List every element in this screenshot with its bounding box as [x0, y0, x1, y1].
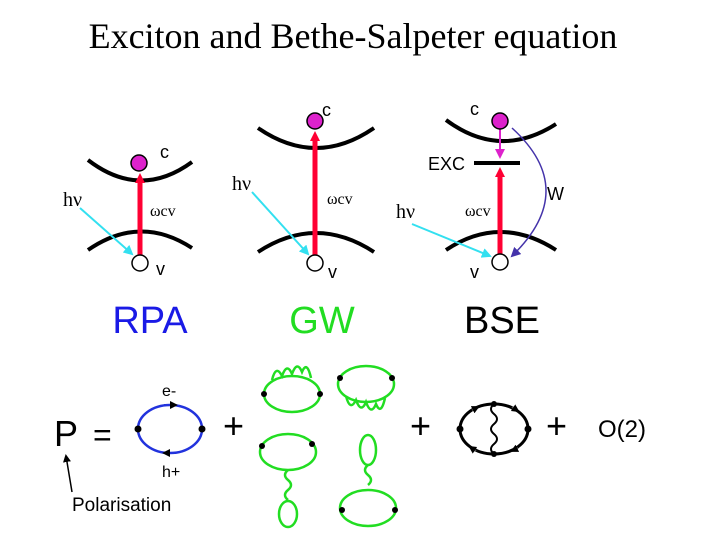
green-loop-3: [258, 432, 318, 472]
ladder-vertex-bottom: [491, 451, 497, 457]
green-diagrams: [258, 364, 398, 529]
equation-equals: =: [93, 417, 112, 453]
rpa-label: RPA: [112, 300, 188, 342]
ladder-vertex-top: [491, 401, 497, 407]
bubble-vertex-left: [134, 425, 142, 433]
green-vertex-1a: [261, 391, 267, 397]
bubble-loop: [136, 403, 204, 455]
bse-hole: [491, 253, 509, 271]
polarisation-caption: Polarisation: [72, 495, 171, 516]
bse-label: BSE: [464, 300, 540, 342]
rpa-c-label: c: [160, 142, 169, 162]
hole-label: h+: [162, 464, 180, 481]
polarisation-pointer: [63, 454, 73, 493]
green-tadpole-3: [277, 499, 299, 529]
equation-p: P: [54, 413, 78, 454]
bse-photon-label: hν: [396, 201, 415, 223]
ladder-vertex-right: [524, 425, 532, 433]
rpa-photon-arrow: [79, 207, 134, 256]
plus-1: +: [223, 405, 244, 446]
bse-w-label: W: [547, 184, 564, 204]
bse-photon-arrow: [411, 223, 492, 258]
gw-electron: [306, 112, 324, 130]
bse-ladder-diagram: [456, 401, 532, 457]
gw-label: GW: [289, 300, 355, 342]
bse-panel: c v EXC W hν ωcv BSE: [396, 99, 564, 342]
rpa-hole: [131, 254, 149, 272]
bse-v-label: v: [470, 262, 479, 282]
bse-electron: [491, 112, 509, 130]
green-wiggle-1: [270, 365, 313, 381]
rpa-omega-label: ωcv: [150, 203, 176, 220]
gw-v-label: v: [328, 262, 337, 282]
bse-exc-label: EXC: [428, 154, 465, 174]
green-wiggle-4: [363, 464, 373, 486]
gw-photon-arrow: [251, 191, 310, 256]
green-vertex-3b: [309, 441, 315, 447]
green-vertex-3a: [259, 443, 265, 449]
ladder-wiggle: [490, 403, 498, 455]
green-loop-4: [338, 488, 398, 528]
bse-omega-label: ωcv: [465, 203, 491, 220]
rpa-electron: [130, 154, 148, 172]
gw-panel: c v hν ωcv GW: [232, 100, 376, 342]
ladder-arrow-br: [510, 444, 520, 452]
electron-label: e-: [162, 383, 176, 400]
ladder-loop: [458, 402, 530, 456]
plus-2: +: [410, 405, 431, 446]
order-label: O(2): [598, 416, 646, 443]
green-vertex-4b: [392, 507, 398, 513]
ladder-arrow-bl: [468, 445, 478, 454]
rpa-photon-label: hν: [63, 189, 82, 211]
page-title: Exciton and Bethe-Salpeter equation: [89, 16, 618, 56]
ladder-vertex-left: [456, 425, 464, 433]
gw-photon-label: hν: [232, 173, 251, 195]
ladder-arrow-tl: [470, 406, 480, 414]
green-vertex-2a: [337, 375, 343, 381]
bubble-vertex-right: [198, 425, 206, 433]
green-vertex-2b: [389, 375, 395, 381]
bse-c-label: c: [470, 99, 479, 119]
green-vertex-4a: [339, 507, 345, 513]
rpa-panel: c v hν ωcv RPA: [63, 142, 194, 342]
gw-c-label: c: [322, 100, 331, 120]
gw-omega-label: ωcv: [327, 191, 353, 208]
green-vertex-1b: [317, 391, 323, 397]
gw-hole: [306, 254, 324, 272]
green-wiggle-3: [283, 469, 293, 501]
rpa-v-label: v: [156, 259, 165, 279]
green-loop-1: [262, 374, 322, 414]
polarisation-equation: P = e- h+ +: [54, 364, 646, 529]
green-tadpole-4: [358, 433, 378, 467]
bse-w-arrow: [510, 127, 547, 258]
ladder-arrow-tr: [510, 404, 520, 413]
green-wiggle-2: [344, 395, 387, 411]
plus-3: +: [546, 405, 567, 446]
